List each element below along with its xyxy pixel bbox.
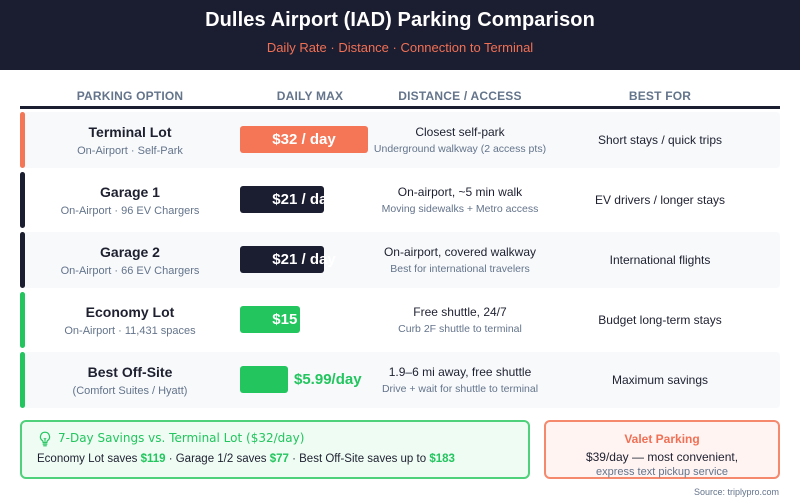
column-header-distance-access: DISTANCE / ACCESS: [398, 89, 522, 103]
savings-label: · Best Off-Site saves up to: [288, 453, 430, 465]
rate-label: $21 / day: [272, 251, 324, 268]
row-name: Garage 1: [100, 184, 160, 200]
savings-amount-garage: $77: [269, 453, 289, 465]
table-row-garage-2: Garage 2 On-Airport · 66 EV Chargers $21…: [20, 232, 780, 288]
row-name: Economy Lot: [85, 304, 175, 320]
page-title: Dulles Airport (IAD) Parking Comparison: [205, 9, 595, 31]
savings-label: · Garage 1/2 saves: [165, 453, 270, 465]
row-best-for: Maximum savings: [611, 373, 709, 387]
row-name: Best Off-Site: [87, 364, 173, 380]
table-row-economy-lot: Economy Lot On-Airport · 11,431 spaces $…: [20, 292, 780, 348]
row-subtitle: On-Airport · 66 EV Chargers: [60, 265, 200, 277]
rate-bar: $5.99/day: [240, 366, 362, 393]
row-best-for: Budget long-term stays: [598, 313, 722, 327]
source-credit: Source: triplypro.com: [693, 487, 779, 497]
row-access: Curb 2F shuttle to terminal: [398, 323, 522, 335]
table-row-terminal-lot: Terminal Lot On-Airport · Self-Park $32 …: [20, 112, 780, 168]
rate-bar: $32 / day: [240, 126, 368, 153]
table-row-garage-1: Garage 1 On-Airport · 96 EV Chargers $21…: [20, 172, 780, 228]
column-header-best-for: BEST FOR: [628, 89, 692, 103]
row-access: Best for international travelers: [390, 263, 530, 275]
row-distance: 1.9–6 mi away, free shuttle: [388, 365, 532, 379]
table-row-best-off-site: Best Off-Site (Comfort Suites / Hyatt) $…: [20, 352, 780, 408]
row-name: Terminal Lot: [88, 124, 172, 140]
page-header: Dulles Airport (IAD) Parking Comparison …: [0, 0, 800, 70]
header-divider: [20, 106, 780, 109]
rate-bar-fill: [240, 366, 288, 393]
valet-description: express text pickup service: [595, 466, 729, 478]
row-best-for: Short stays / quick trips: [597, 133, 723, 147]
row-subtitle: (Comfort Suites / Hyatt): [72, 385, 188, 397]
row-accent-strip: [20, 232, 25, 288]
row-distance: Free shuttle, 24/7: [413, 305, 507, 319]
row-accent-strip: [20, 292, 25, 348]
row-best-for: International flights: [609, 253, 711, 267]
row-accent-strip: [20, 172, 25, 228]
lightbulb-icon: [39, 431, 51, 447]
row-distance: Closest self-park: [415, 125, 505, 139]
savings-label: Economy Lot saves: [37, 453, 141, 465]
row-access: Drive + wait for shuttle to terminal: [381, 383, 539, 395]
rate-bar: $21 / day $21 / day: [240, 186, 336, 213]
column-header-daily-max: DAILY MAX: [276, 89, 344, 103]
row-subtitle: On-Airport · 11,431 spaces: [64, 325, 196, 337]
savings-summary: Economy Lot saves $119 · Garage 1/2 save…: [37, 453, 455, 465]
row-distance: On-airport, covered walkway: [383, 245, 537, 259]
rate-label: $21 / day: [272, 191, 324, 208]
row-best-for: EV drivers / longer stays: [594, 193, 726, 207]
valet-title: Valet Parking: [624, 432, 700, 446]
row-accent-strip: [20, 352, 25, 408]
rate-bar-fill: $21 / day: [240, 186, 324, 213]
rate-bar: $15 / day $15 / day: [240, 306, 336, 333]
column-header-parking-option: PARKING OPTION: [76, 89, 184, 103]
page-subtitle: Daily Rate · Distance · Connection to Te…: [266, 40, 534, 55]
savings-amount-economy: $119: [140, 453, 166, 465]
row-name: Garage 2: [100, 244, 160, 260]
savings-amount-off-site: $183: [429, 453, 455, 465]
row-accent-strip: [20, 112, 25, 168]
valet-callout: Valet Parking $39/day — most convenient,…: [544, 420, 780, 479]
row-access: Underground walkway (2 access pts): [373, 143, 547, 155]
row-access: Moving sidewalks + Metro access: [381, 203, 539, 215]
savings-callout: 7-Day Savings vs. Terminal Lot ($32/day)…: [20, 420, 530, 479]
savings-title: 7-Day Savings vs. Terminal Lot ($32/day): [58, 431, 305, 445]
row-subtitle: On-Airport · 96 EV Chargers: [60, 205, 200, 217]
rate-bar-fill: $15 / day: [240, 306, 300, 333]
rate-bar-fill: $21 / day: [240, 246, 324, 273]
rate-bar: $21 / day $21 / day: [240, 246, 336, 273]
rate-label: $15 / day: [272, 311, 300, 328]
rate-label: $32 / day: [272, 131, 336, 148]
valet-rate: $39/day — most convenient,: [585, 450, 739, 464]
row-subtitle: On-Airport · Self-Park: [77, 145, 183, 157]
row-distance: On-airport, ~5 min walk: [397, 185, 523, 199]
rate-label: $5.99/day: [294, 371, 362, 388]
